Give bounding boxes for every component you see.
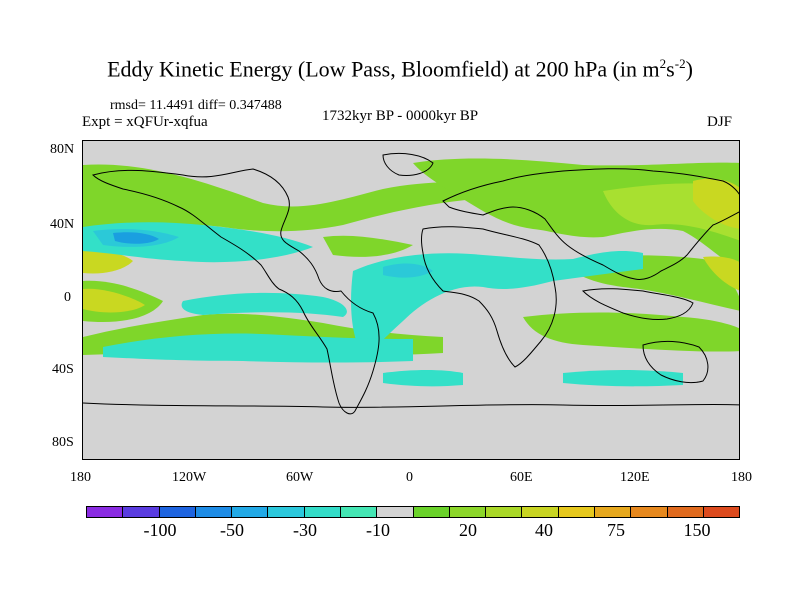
negative-anomaly-region — [563, 370, 683, 387]
colorbar-swatch — [159, 507, 196, 517]
chart-title: Eddy Kinetic Energy (Low Pass, Bloomfiel… — [107, 56, 693, 82]
y-tick-label: 80N — [50, 142, 75, 157]
positive-anomaly-region — [523, 312, 739, 352]
period-label: 1732kyr BP - 0000kyr BP — [322, 108, 479, 124]
negative-anomaly-region — [113, 232, 159, 244]
colorbar-label: -100 — [143, 520, 177, 540]
map-plot-area — [82, 140, 740, 460]
positive-anomaly-region — [83, 164, 475, 233]
colorbar-swatch — [123, 507, 160, 517]
experiment-label: Expt = xQFUr-xqfua — [82, 114, 208, 130]
colorbar-label: 150 — [683, 520, 711, 540]
positive-anomaly-region — [693, 178, 739, 229]
x-tick-label: 120W — [172, 470, 207, 485]
colorbar-swatch — [87, 507, 124, 517]
y-tick-label: 40S — [52, 362, 74, 377]
colorbar-swatch — [667, 507, 704, 517]
colorbar-label: -30 — [293, 520, 317, 540]
negative-anomaly-region — [383, 263, 433, 278]
colorbar-label: -10 — [366, 520, 390, 540]
stats-text: rmsd= 11.4491 diff= 0.347488 — [110, 98, 282, 113]
anomaly-map — [83, 152, 739, 415]
colorbar-label: -50 — [220, 520, 244, 540]
negative-anomaly-region — [383, 370, 463, 387]
negative-anomaly-region — [181, 292, 347, 317]
x-tick-label: 0 — [406, 470, 413, 485]
negative-anomaly-region — [351, 251, 643, 355]
x-tick-label: 180 — [70, 470, 91, 485]
positive-anomaly-region — [323, 235, 413, 257]
colorbar-label: 20 — [459, 520, 477, 540]
colorbar-swatch — [631, 507, 668, 517]
colorbar-swatch — [232, 507, 269, 517]
positive-anomaly-region — [83, 250, 133, 274]
colorbar-swatch — [340, 507, 378, 517]
positive-anomaly-region — [703, 256, 739, 291]
colorbar-swatch — [449, 507, 487, 517]
colorbar-swatch — [522, 507, 559, 517]
colorbar-swatch — [413, 507, 450, 517]
colorbar-swatch — [558, 507, 595, 517]
colorbar-swatch — [304, 507, 341, 517]
colorbar-swatch — [268, 507, 305, 517]
y-tick-label: 0 — [64, 290, 71, 305]
x-tick-label: 180 — [731, 470, 752, 485]
y-tick-label: 80S — [52, 435, 74, 450]
y-tick-label: 40N — [50, 217, 75, 232]
negative-anomaly-region — [103, 333, 413, 363]
colorbar — [86, 506, 740, 518]
x-tick-label: 120E — [620, 470, 650, 485]
colorbar-swatch — [195, 507, 233, 517]
positive-anomaly-region — [83, 288, 145, 313]
colorbar-swatch — [594, 507, 632, 517]
colorbar-swatch — [486, 507, 523, 517]
x-tick-label: 60W — [286, 470, 314, 485]
x-tick-label: 60E — [510, 470, 533, 485]
colorbar-swatch — [377, 507, 414, 517]
colorbar-label: 75 — [607, 520, 625, 540]
season-label: DJF — [707, 114, 733, 130]
colorbar-swatch — [703, 507, 740, 517]
coastlines — [83, 152, 739, 415]
colorbar-label: 40 — [535, 520, 553, 540]
